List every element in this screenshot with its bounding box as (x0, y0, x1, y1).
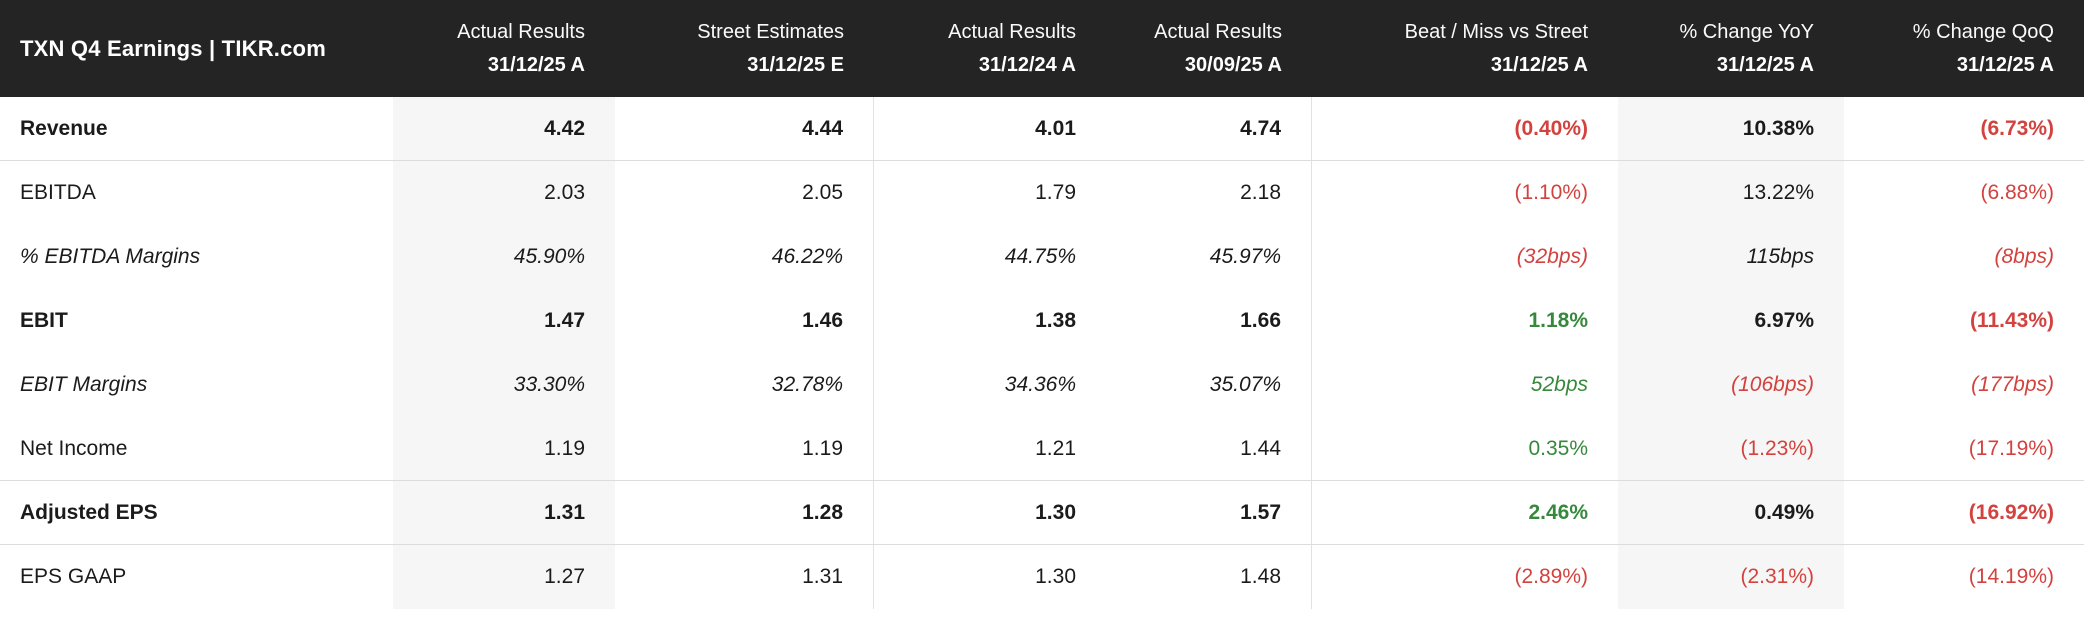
table-cell: 1.46 (615, 289, 874, 353)
column-label: Street Estimates (697, 20, 844, 43)
row-label: EBIT Margins (20, 373, 148, 396)
table-cell: 46.22% (615, 225, 874, 289)
table-cell: (1.23%) (1618, 417, 1844, 480)
table-cell: (2.89%) (1514, 565, 1588, 588)
column-date: 30/09/25 A (1184, 53, 1282, 76)
column-label: Beat / Miss vs Street (1404, 20, 1588, 43)
table-cell: 1.19 (393, 417, 615, 480)
table-cell: 1.47 (393, 289, 615, 353)
column-header-actual-prior-quarter: Actual Results 30/09/25 A (1106, 0, 1312, 97)
table-cell: 44.75% (1004, 245, 1076, 268)
table-cell: 1.30 (1035, 565, 1076, 588)
table-cell: 1.30 (1035, 500, 1076, 524)
table-cell: 2.46% (1528, 500, 1588, 524)
table-cell: 10.38% (1618, 97, 1844, 160)
table-cell: (8bps) (1994, 245, 2054, 268)
table-cell: 1.27 (393, 545, 615, 609)
table-cell: 1.48 (1106, 545, 1312, 609)
table-cell: 34.36% (1004, 373, 1076, 396)
row-label: % EBITDA Margins (20, 245, 201, 268)
row-label: EBITDA (20, 181, 96, 204)
table-cell: 1.21 (1035, 436, 1076, 460)
table-cell: 4.74 (1106, 97, 1312, 160)
table-cell: (14.19%) (1968, 565, 2054, 588)
column-header-change-qoq: % Change QoQ 31/12/25 A (1844, 0, 2084, 97)
table-cell: 6.97% (1618, 289, 1844, 353)
table-cell: 1.28 (615, 481, 874, 544)
table-cell: 2.05 (615, 161, 874, 225)
table-cell: 1.44 (1106, 417, 1312, 480)
column-header-change-yoy: % Change YoY 31/12/25 A (1618, 0, 1844, 97)
column-label: % Change QoQ (1912, 20, 2054, 43)
table-cell: 45.90% (393, 225, 615, 289)
table-cell: (17.19%) (1968, 436, 2054, 460)
table-cell: 1.79 (1035, 181, 1076, 204)
column-date: 31/12/25 E (747, 53, 844, 76)
table-cell: 4.42 (393, 97, 615, 160)
table-title: TXN Q4 Earnings | TIKR.com (20, 35, 326, 61)
row-label: Revenue (20, 116, 108, 140)
table-cell: 52bps (1530, 373, 1588, 396)
row-label: EBIT (20, 309, 68, 332)
table-cell: 1.18% (1528, 309, 1588, 332)
table-cell: 0.49% (1618, 481, 1844, 544)
table-cell: 115bps (1618, 225, 1844, 289)
table-row: Revenue 4.42 4.44 4.01 4.74 (0.40%) 10.38% (6.7… (0, 97, 2084, 161)
column-label: Actual Results (948, 20, 1076, 43)
table-row: Net Income 1.19 1.19 1.21 1.44 0.35% (1.23%) (1… (0, 417, 2084, 481)
column-date: 31/12/25 A (1716, 53, 1814, 76)
table-row: EPS GAAP 1.27 1.31 1.30 1.48 (2.89%) (2.31%) (1… (0, 545, 2084, 609)
table-cell: 2.18 (1106, 161, 1312, 225)
column-label: Actual Results (457, 20, 585, 43)
table-body: Revenue 4.42 4.44 4.01 4.74 (0.40%) 10.38% (6.7… (0, 97, 2084, 609)
table-cell: 1.31 (393, 481, 615, 544)
column-header-street-estimates: Street Estimates 31/12/25 E (615, 0, 874, 97)
column-label: Actual Results (1154, 20, 1282, 43)
column-date: 31/12/24 A (978, 53, 1076, 76)
table-cell: 35.07% (1106, 353, 1312, 417)
column-date: 31/12/25 A (1956, 53, 2054, 76)
table-cell: (11.43%) (1969, 309, 2054, 332)
column-header-beat-miss: Beat / Miss vs Street 31/12/25 A (1312, 0, 1618, 97)
column-date: 31/12/25 A (1490, 53, 1588, 76)
table-cell: 4.44 (615, 97, 874, 160)
table-row: Adjusted EPS 1.31 1.28 1.30 1.57 2.46% 0.49% (1… (0, 481, 2084, 545)
table-cell: (106bps) (1618, 353, 1844, 417)
table-cell: (32bps) (1516, 245, 1588, 268)
table-cell: 1.31 (615, 545, 874, 609)
table-cell: 45.97% (1106, 225, 1312, 289)
column-header-actual-prior-year: Actual Results 31/12/24 A (874, 0, 1106, 97)
table-row: % EBITDA Margins 45.90% 46.22% 44.75% 45.97%… (0, 225, 2084, 289)
table-cell: 0.35% (1528, 436, 1588, 460)
table-cell: (2.31%) (1618, 545, 1844, 609)
table-cell: 1.57 (1106, 481, 1312, 544)
table-row: EBIT Margins 33.30% 32.78% 34.36% 35.07% 52bp… (0, 353, 2084, 417)
table-cell: (177bps) (1971, 373, 2054, 396)
table-cell: (0.40%) (1514, 116, 1588, 140)
row-label: Adjusted EPS (20, 500, 158, 524)
table-cell: 4.01 (1035, 116, 1076, 140)
column-date: 31/12/25 A (487, 53, 585, 76)
column-header-actual-current: Actual Results 31/12/25 A (393, 0, 615, 97)
table-row: EBITDA 2.03 2.05 1.79 2.18 (1.10%) 13.22% (6.88… (0, 161, 2084, 225)
table-cell: (1.10%) (1514, 181, 1588, 204)
table-cell: 33.30% (393, 353, 615, 417)
table-header: TXN Q4 Earnings | TIKR.com Actual Result… (0, 0, 2084, 97)
table-cell: (16.92%) (1968, 500, 2054, 524)
table-cell: 32.78% (615, 353, 874, 417)
table-row: EBIT 1.47 1.46 1.38 1.66 1.18% 6.97% (11.43%) (0, 289, 2084, 353)
table-cell: (6.88%) (1980, 181, 2054, 204)
table-cell: 1.19 (615, 417, 874, 480)
table-cell: 1.38 (1035, 309, 1076, 332)
row-label: Net Income (20, 436, 128, 460)
table-cell: 13.22% (1618, 161, 1844, 225)
table-cell: (6.73%) (1980, 116, 2054, 140)
table-cell: 2.03 (393, 161, 615, 225)
column-label: % Change YoY (1679, 20, 1814, 43)
row-label: EPS GAAP (20, 565, 127, 588)
table-cell: 1.66 (1106, 289, 1312, 353)
